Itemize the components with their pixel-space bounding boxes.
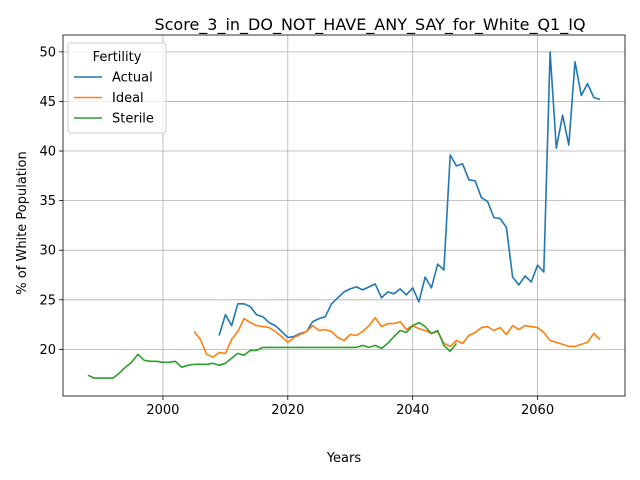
legend-items: Actual Ideal Sterile — [74, 71, 154, 127]
y-tick-label: 30 — [39, 244, 56, 259]
y-tick-label: 25 — [39, 293, 56, 308]
series-lines — [87, 51, 601, 379]
x-axis-label: Years — [326, 451, 362, 466]
y-axis-label: % of White Population — [15, 151, 30, 294]
axis-ticks: 2000 2020 2040 2060 20 25 30 35 40 45 50 — [39, 45, 554, 418]
y-tick-label: 50 — [39, 45, 56, 60]
legend-title: Fertility — [93, 50, 142, 65]
chart-title: Score_3_in_DO_NOT_HAVE_ANY_SAY_for_White… — [154, 15, 585, 35]
legend-label-sterile: Sterile — [112, 112, 154, 127]
y-tick-label: 35 — [39, 194, 56, 209]
x-tick-label: 2060 — [521, 403, 554, 418]
x-tick-label: 2040 — [396, 403, 429, 418]
legend-label-ideal: Ideal — [112, 91, 144, 106]
legend-box — [67, 42, 167, 134]
series-line-actual — [218, 51, 601, 339]
grid — [63, 35, 625, 396]
x-tick-label: 2020 — [271, 403, 304, 418]
x-tick-label: 2000 — [146, 403, 179, 418]
legend-label-actual: Actual — [112, 71, 153, 86]
legend: Fertility Actual Ideal Sterile — [67, 42, 167, 134]
y-tick-label: 45 — [39, 95, 56, 110]
y-tick-label: 20 — [39, 343, 56, 358]
series-line-ideal — [193, 316, 601, 359]
series-line-sterile — [87, 321, 458, 379]
y-tick-label: 40 — [39, 145, 56, 160]
plot-frame — [62, 34, 626, 397]
